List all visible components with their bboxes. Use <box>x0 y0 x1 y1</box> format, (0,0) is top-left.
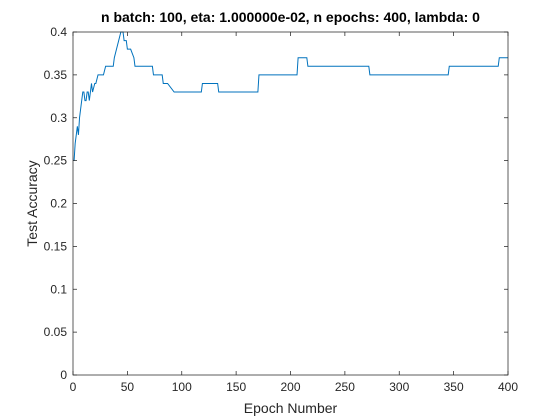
x-tick-label: 250 <box>335 380 355 394</box>
y-tick-label: 0.05 <box>44 325 68 339</box>
y-tick-label: 0.35 <box>44 68 68 82</box>
x-tick-label: 50 <box>121 380 135 394</box>
x-axis-ticks: 0 50 100 150 200 250 300 350 400 <box>70 32 518 394</box>
series-line-1 <box>73 31 508 161</box>
y-tick-label: 0.3 <box>50 111 67 125</box>
x-tick-label: 150 <box>226 380 246 394</box>
y-tick-label: 0 <box>60 368 67 382</box>
y-axis-ticks: 0 0.05 0.1 0.15 0.2 0.25 0.3 0.35 0.4 <box>44 25 508 382</box>
series-layer <box>73 31 508 161</box>
plot-area <box>73 32 508 375</box>
y-tick-label: 0.2 <box>50 197 67 211</box>
y-tick-label: 0.15 <box>44 239 68 253</box>
chart-title: n batch: 100, eta: 1.000000e-02, n epoch… <box>101 9 480 25</box>
y-tick-label: 0.4 <box>50 25 67 39</box>
y-tick-label: 0.25 <box>44 154 68 168</box>
x-axis-title: Epoch Number <box>244 400 338 416</box>
x-tick-label: 0 <box>70 380 77 394</box>
x-tick-label: 200 <box>280 380 300 394</box>
x-tick-label: 400 <box>498 380 518 394</box>
y-tick-label: 0.1 <box>50 282 67 296</box>
y-axis-title: Test Accuracy <box>24 160 40 246</box>
x-tick-label: 300 <box>389 380 409 394</box>
x-tick-label: 100 <box>172 380 192 394</box>
x-tick-label: 350 <box>444 380 464 394</box>
